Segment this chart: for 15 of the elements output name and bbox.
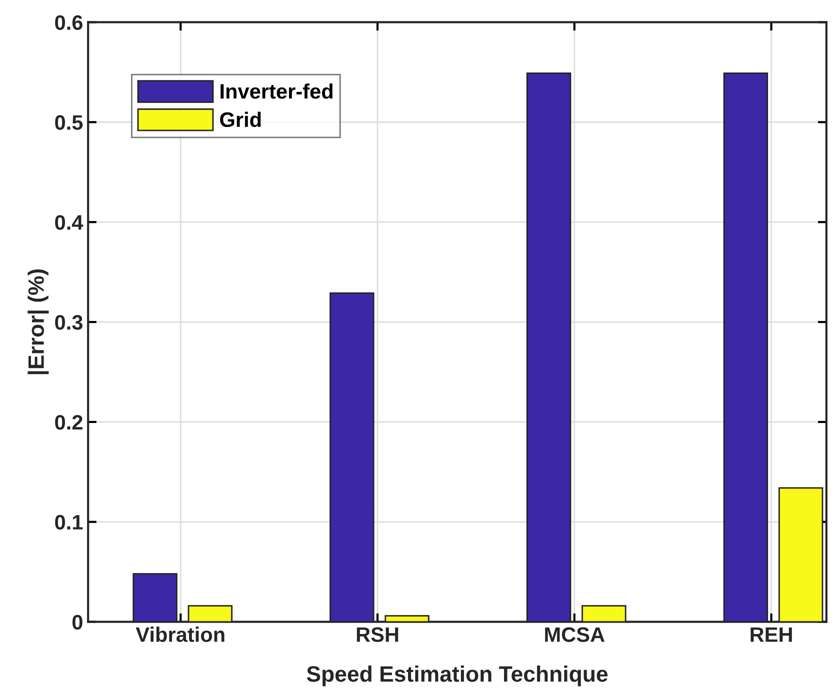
x-tick-label: MCSA bbox=[545, 627, 605, 642]
y-tick-label: 0.4 bbox=[55, 215, 84, 230]
legend-label: Inverter-fed bbox=[220, 83, 332, 99]
x-axis-title: Speed Estimation Technique bbox=[306, 666, 608, 686]
y-tick-label: 0.3 bbox=[55, 315, 82, 330]
y-tick-label: 0.2 bbox=[55, 414, 82, 430]
y-tick-label: 0.5 bbox=[55, 115, 83, 130]
y-tick-label: 0.6 bbox=[55, 15, 82, 30]
y-tick-label: 0 bbox=[72, 614, 82, 630]
legend-label: Grid bbox=[220, 112, 261, 128]
y-tick-label: 0.1 bbox=[55, 514, 83, 530]
y-axis-title: |Error| (%) bbox=[28, 269, 49, 374]
x-tick-label: REH bbox=[750, 627, 792, 642]
x-tick-label: Vibration bbox=[136, 626, 224, 642]
x-tick-label: RSH bbox=[356, 627, 398, 642]
